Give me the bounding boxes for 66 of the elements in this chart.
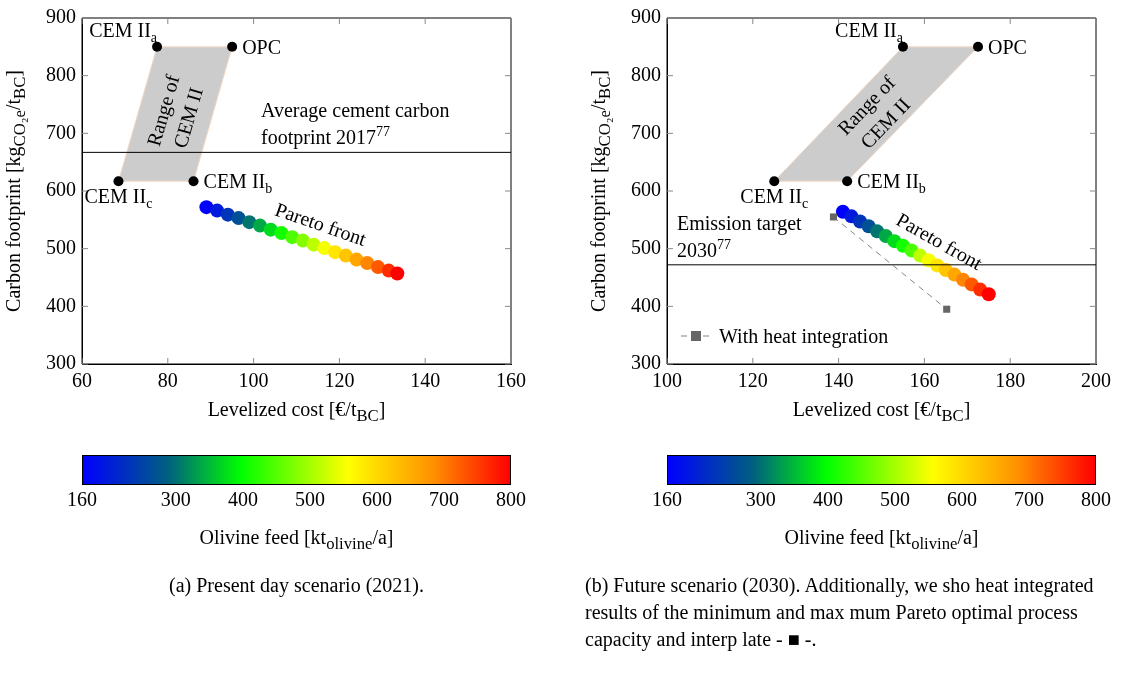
y-tick-label: 800	[631, 62, 661, 85]
x-tick-label: 140	[410, 369, 441, 392]
point	[152, 41, 163, 52]
y-tick-label: 600	[46, 178, 76, 201]
point	[210, 203, 225, 218]
x-tick-label: 200	[1081, 369, 1111, 392]
x-tick-label: 160	[496, 369, 526, 392]
y-tick-label: 800	[46, 62, 76, 85]
annotation: OPC	[988, 35, 1027, 58]
color-bar-label: 300	[160, 488, 191, 511]
color-bar-label: 600	[946, 488, 977, 511]
point	[371, 260, 386, 275]
y-tick-label: 900	[631, 5, 661, 28]
y-tick-label: 400	[46, 293, 76, 316]
point	[769, 176, 780, 187]
x-tick-label: 120	[324, 369, 355, 392]
point	[390, 266, 405, 281]
point	[360, 256, 375, 271]
point	[897, 41, 908, 52]
annotation: Pareto front	[272, 197, 370, 250]
point	[188, 176, 199, 187]
y-tick-label: 500	[46, 235, 76, 258]
point	[285, 230, 300, 245]
color-bar-label: 300	[745, 488, 776, 511]
y-tick-label: 600	[631, 178, 661, 201]
y-tick-label: 700	[631, 120, 661, 143]
point	[338, 248, 353, 263]
color-bar-label: 500	[879, 488, 910, 511]
annotation: OPC	[242, 35, 282, 58]
color-bar-title: Olivine feed [kt$_{olivine}$/a]	[784, 526, 979, 554]
x-tick-label: 80	[157, 369, 178, 392]
color-bar-label: 400	[227, 488, 258, 511]
x-tick-label: 120	[737, 369, 768, 392]
color-bar-label: 700	[1013, 488, 1044, 511]
legend-label: With heat integration	[719, 325, 889, 348]
point	[253, 218, 268, 233]
point	[113, 176, 124, 187]
color-bar-label: 600	[361, 488, 392, 511]
y-tick-label: 500	[631, 235, 661, 258]
color-bar-label: 400	[812, 488, 843, 511]
point	[973, 41, 984, 52]
color-bar-title: Olivine feed [kt$_{olivine}$/a]	[199, 526, 394, 554]
y-tick-label: 400	[631, 293, 661, 316]
x-axis-title: Levelized cost [€/t$_{BC}$]	[207, 398, 386, 426]
point	[829, 213, 837, 221]
point	[328, 245, 343, 260]
x-tick-label: 180	[995, 369, 1026, 392]
x-axis-title: Levelized cost [€/t$_{BC}$]	[792, 398, 971, 426]
color-bar-label: 700	[428, 488, 459, 511]
x-tick-label: 140	[823, 369, 854, 392]
color-bar-label: 800	[496, 488, 526, 511]
color-bar-label: 160	[652, 488, 682, 511]
y-tick-label: 700	[46, 120, 76, 143]
text: (a) Present day scenario (2021).	[169, 573, 424, 599]
point	[943, 305, 951, 313]
x-tick-label: 160	[909, 369, 940, 392]
color-bar-label: 500	[294, 488, 325, 511]
point	[842, 176, 853, 187]
point	[227, 41, 238, 52]
annotation: Range of CEM II	[142, 72, 207, 151]
point	[981, 287, 996, 302]
color-bar-label: 800	[1081, 488, 1111, 511]
text: (b) Future scenario (2030). Additionally, we sho heat integrated results of the minimum and max mum Pareto optimal process capacity and interp late - ■ -.	[585, 573, 1095, 653]
y-tick-label: 900	[46, 5, 76, 28]
color-bar-label: 160	[67, 488, 97, 511]
x-tick-label: 100	[238, 369, 269, 392]
